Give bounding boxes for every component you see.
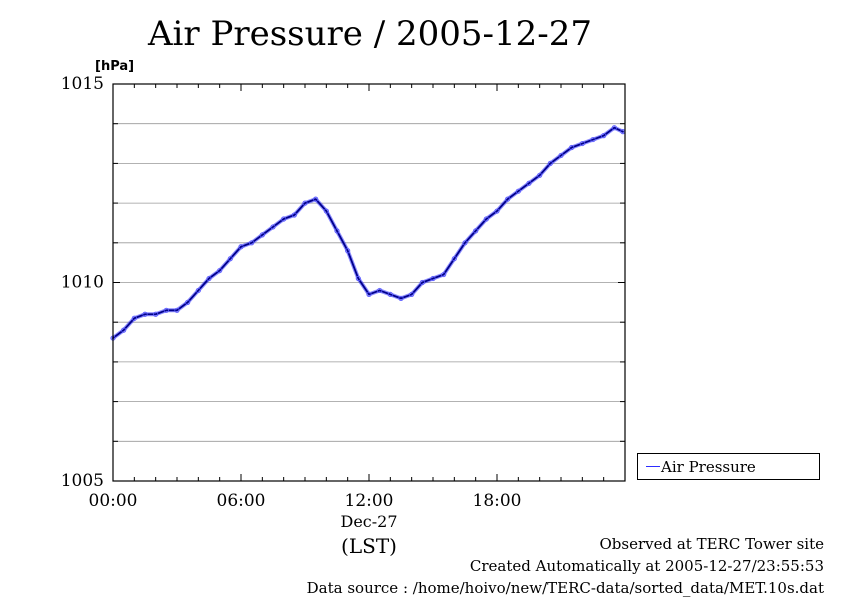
data-point xyxy=(441,271,447,278)
data-point xyxy=(121,327,127,333)
legend-swatch xyxy=(646,466,660,467)
data-point xyxy=(569,144,575,151)
legend: Air Pressure xyxy=(637,453,820,480)
data-point xyxy=(601,133,607,139)
data-point xyxy=(355,275,361,282)
data-point xyxy=(238,244,244,250)
y-tick-label: 1010 xyxy=(61,273,104,293)
footer-created: Created Automatically at 2005-12-27/23:5… xyxy=(469,557,824,575)
footer-source: Data source : /home/hoivo/new/TERC-data/… xyxy=(306,579,824,597)
data-point xyxy=(259,232,265,238)
data-point xyxy=(249,240,255,246)
data-point xyxy=(366,291,372,298)
data-point xyxy=(505,196,511,202)
data-point xyxy=(537,172,543,178)
data-point xyxy=(195,287,201,294)
data-point xyxy=(579,140,585,147)
data-point xyxy=(270,224,276,230)
data-point xyxy=(281,216,287,222)
data-point xyxy=(142,311,148,317)
data-point xyxy=(131,315,137,321)
data-point xyxy=(163,307,169,313)
data-point xyxy=(419,279,425,286)
data-point xyxy=(291,212,297,218)
grid-lines xyxy=(113,123,625,442)
data-point xyxy=(515,188,521,194)
data-point xyxy=(313,196,319,202)
data-point xyxy=(547,160,553,166)
x-tick-label: 18:00 xyxy=(473,491,522,511)
axis-ticks: 1005 1010 1015 00:00 06:00 12:00 18:00 xyxy=(61,74,626,511)
data-point xyxy=(451,256,457,262)
data-point xyxy=(302,200,308,206)
data-point xyxy=(227,256,233,262)
data-point xyxy=(217,267,223,274)
data-point xyxy=(611,125,617,131)
series-line-halo xyxy=(111,125,625,341)
y-axis-label: [hPa] xyxy=(95,59,134,74)
data-point xyxy=(398,295,404,301)
data-point xyxy=(153,311,159,317)
chart-title: Air Pressure / 2005-12-27 xyxy=(147,14,592,54)
data-point xyxy=(473,228,479,234)
data-point xyxy=(494,208,500,214)
data-point xyxy=(174,307,180,313)
data-point xyxy=(206,275,212,282)
series-air-pressure xyxy=(110,125,626,341)
data-point xyxy=(590,136,596,143)
data-point xyxy=(558,152,564,159)
footer-observed: Observed at TERC Tower site xyxy=(599,535,824,553)
x-tick-label: 06:00 xyxy=(217,491,266,511)
series-line xyxy=(112,126,624,339)
data-point xyxy=(345,248,351,254)
data-point xyxy=(483,216,489,222)
data-point xyxy=(334,228,340,234)
data-point xyxy=(462,240,468,246)
data-point xyxy=(377,287,383,294)
data-point xyxy=(387,291,393,298)
x-tick-label: 00:00 xyxy=(89,491,138,511)
x-axis-label: (LST) xyxy=(341,534,397,558)
data-point xyxy=(430,275,436,282)
data-point xyxy=(323,208,329,214)
x-axis-date-label: Dec-27 xyxy=(340,512,397,531)
data-point xyxy=(409,291,415,298)
data-point xyxy=(185,299,191,305)
legend-label: Air Pressure xyxy=(661,458,756,476)
x-tick-label: 12:00 xyxy=(345,491,394,511)
y-tick-label: 1005 xyxy=(61,471,104,491)
y-tick-label: 1015 xyxy=(61,74,104,94)
data-point xyxy=(526,180,532,186)
